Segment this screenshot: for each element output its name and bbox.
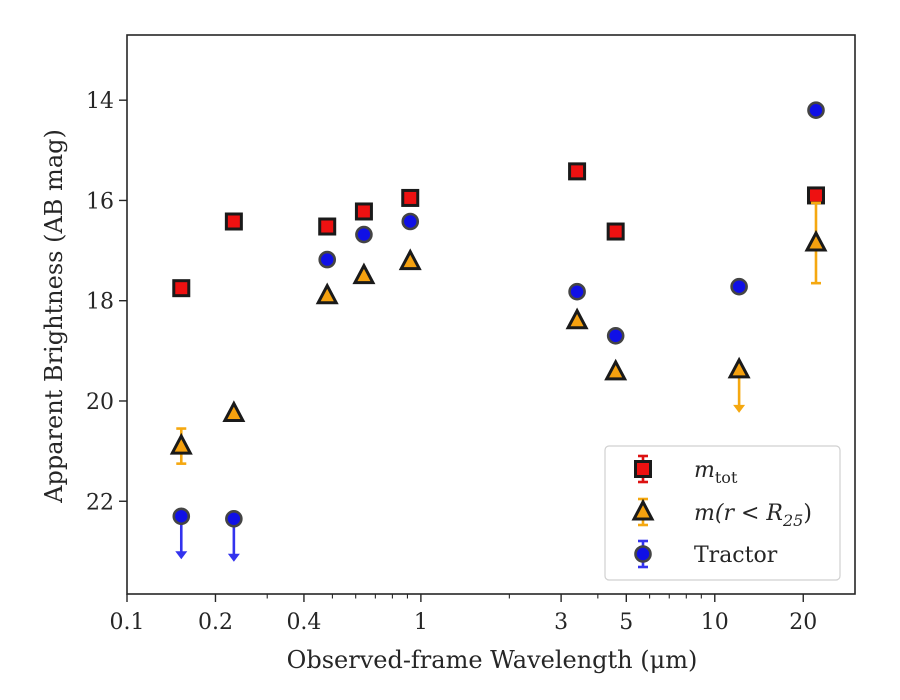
data-point	[318, 217, 337, 236]
data-point	[352, 262, 376, 285]
data-point	[606, 222, 625, 241]
data-point	[224, 212, 243, 231]
x-tick-label: 20	[789, 610, 817, 635]
data-point	[806, 186, 825, 205]
data-point	[565, 307, 589, 330]
data-point	[727, 356, 751, 379]
legend-label: m(r < R25)	[694, 501, 812, 530]
series-circle	[172, 101, 825, 562]
data-point	[604, 358, 628, 381]
data-point	[172, 279, 191, 298]
data-point	[222, 400, 246, 423]
y-axis-label: Apparent Brightness (AB mag)	[40, 129, 68, 504]
legend-marker	[634, 545, 652, 563]
data-point	[807, 101, 825, 120]
data-point	[568, 162, 587, 181]
plot-area	[169, 101, 828, 562]
y-tick-label: 14	[86, 89, 114, 114]
data-point	[354, 202, 373, 221]
data-point	[730, 277, 748, 296]
data-point	[401, 188, 420, 207]
x-tick-label: 0.1	[110, 610, 145, 635]
y-tick-label: 20	[86, 390, 114, 415]
upper-limit-arrowhead	[227, 553, 240, 562]
series-square	[172, 162, 825, 298]
legend-label: mtot	[694, 458, 738, 487]
x-tick-label: 10	[701, 610, 729, 635]
data-point	[568, 282, 586, 301]
x-tick-label: 1	[414, 610, 428, 635]
data-point	[398, 248, 422, 271]
legend-item: m(r < R25)	[631, 497, 812, 530]
data-point	[606, 327, 625, 345]
y-tick-label: 22	[86, 490, 114, 515]
data-point	[401, 212, 420, 231]
axes-frame	[126, 34, 856, 595]
legend-marker	[634, 460, 652, 478]
data-point	[225, 509, 243, 528]
series-triangle	[169, 201, 828, 465]
data-point	[172, 507, 191, 526]
y-tick-label: 16	[86, 189, 114, 214]
legend-item: Tractor	[634, 539, 778, 569]
x-tick-label: 0.4	[286, 610, 321, 635]
legend: mtot m(r < R25) Tractor	[604, 445, 841, 581]
x-tick-label: 0.2	[198, 610, 233, 635]
x-tick-label: 3	[554, 610, 568, 635]
data-point	[315, 282, 339, 305]
legend-item: mtot	[634, 454, 738, 487]
data-point	[169, 432, 193, 455]
x-axis-label: Observed-frame Wavelength (μm)	[287, 646, 698, 674]
y-tick-label: 18	[86, 290, 114, 315]
data-point	[804, 229, 828, 252]
legend-label: Tractor	[694, 543, 778, 568]
data-point	[318, 250, 337, 269]
upper-limit-arrowhead	[733, 404, 746, 413]
upper-limit-arrowhead	[175, 551, 188, 560]
axes: 0.1 0.2 0.4 1 3 5 10 20 14 16 18 20 22	[86, 34, 856, 635]
legend-box	[604, 445, 841, 581]
x-tick-label: 5	[619, 610, 633, 635]
legend-marker	[631, 498, 655, 521]
data-point	[355, 225, 373, 244]
